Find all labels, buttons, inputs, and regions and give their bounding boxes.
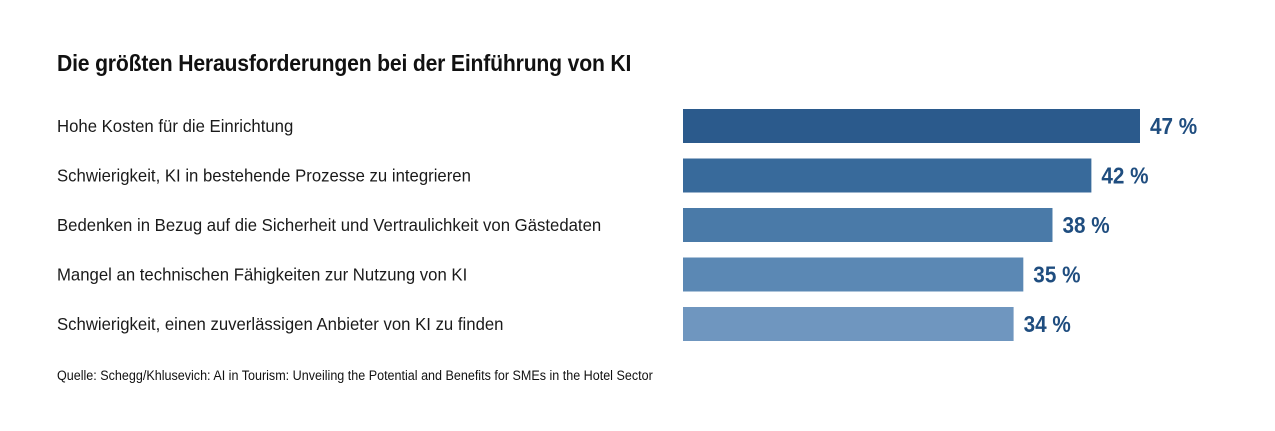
category-label: Schwierigkeit, einen zuverlässigen Anbie… — [57, 313, 504, 334]
bar — [683, 158, 1092, 193]
value-label: 38 % — [1062, 212, 1109, 238]
value-label: 47 % — [1150, 113, 1197, 139]
chart-title: Die größten Herausforderungen bei der Ei… — [57, 50, 632, 76]
category-label: Hohe Kosten für die Einrichtung — [57, 115, 293, 136]
category-label: Schwierigkeit, KI in bestehende Prozesse… — [57, 165, 471, 186]
value-label: 34 % — [1024, 311, 1071, 337]
category-label: Bedenken in Bezug auf die Sicherheit und… — [57, 214, 601, 235]
category-label: Mangel an technischen Fähigkeiten zur Nu… — [57, 264, 467, 285]
bar — [683, 307, 1014, 341]
value-label: 35 % — [1033, 261, 1080, 287]
value-label: 42 % — [1101, 162, 1148, 188]
bar — [683, 257, 1024, 292]
source-note: Quelle: Schegg/Khlusevich: AI in Tourism… — [57, 368, 653, 383]
bar — [683, 208, 1053, 242]
bar — [683, 109, 1140, 143]
